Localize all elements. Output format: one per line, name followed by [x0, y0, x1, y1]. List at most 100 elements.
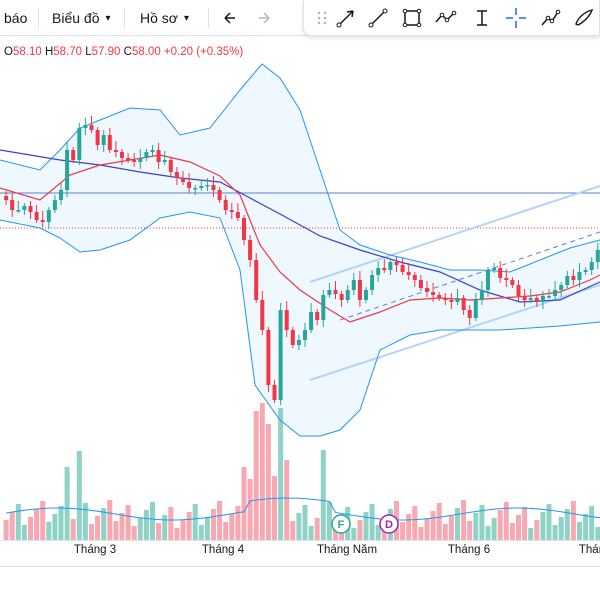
candlestick-series — [4, 116, 600, 405]
drag-handle-icon[interactable] — [308, 4, 336, 32]
volume-bar — [564, 509, 570, 540]
candle-body — [583, 270, 588, 272]
volume-bar — [479, 505, 485, 540]
candle-body — [455, 298, 460, 302]
volume-bar — [375, 525, 381, 540]
time-axis-label: Tháng 3 — [73, 544, 117, 556]
volume-bar — [278, 408, 284, 540]
candle-body — [577, 272, 582, 280]
moving-average-slow-line — [0, 149, 600, 303]
volume-bar — [577, 522, 582, 540]
candle-body — [418, 280, 423, 288]
volume-bar — [70, 519, 76, 540]
zigzag-icon[interactable] — [432, 4, 460, 32]
time-axis-label: Tháng 6 — [447, 544, 491, 556]
candle-body — [272, 385, 277, 400]
candle-body — [89, 125, 94, 130]
volume-bar — [113, 521, 119, 540]
brush-icon[interactable] — [570, 4, 598, 32]
candle-body — [101, 135, 106, 145]
candle-body — [95, 130, 100, 145]
volume-bar — [168, 507, 174, 540]
bottom-divider — [0, 566, 600, 567]
candle-body — [357, 280, 362, 300]
volume-bar — [52, 514, 58, 540]
high-value: 58.70 — [53, 46, 83, 58]
date-range-icon[interactable] — [468, 4, 496, 32]
volume-bar — [351, 528, 357, 540]
volume-bar — [455, 508, 460, 540]
volume-bar — [64, 467, 70, 540]
chevron-down-icon: ▾ — [105, 13, 111, 25]
candle-body — [388, 262, 393, 270]
candle-body — [309, 312, 314, 330]
volume-bar — [223, 522, 229, 540]
candle-body — [492, 268, 497, 270]
time-axis-label: Tháng Năm — [316, 544, 378, 556]
candle-body — [113, 150, 118, 152]
earnings-marker[interactable]: F — [331, 514, 351, 534]
candle-body — [132, 160, 137, 162]
volume-bar — [473, 513, 479, 540]
volume-bar — [82, 503, 88, 540]
candle-body — [16, 210, 21, 212]
candle-body — [150, 150, 155, 152]
candle-body — [4, 196, 9, 200]
undo-icon[interactable] — [216, 4, 244, 32]
candle-body — [595, 250, 600, 262]
candle-body — [571, 276, 576, 280]
profile-menu[interactable]: Hồ sơ ▾ — [140, 0, 189, 36]
candle-body — [120, 152, 124, 158]
candle-body — [425, 288, 429, 292]
bollinger-band-fill — [0, 64, 600, 436]
redo-icon[interactable] — [250, 4, 278, 32]
candle-body — [534, 298, 539, 302]
volume-bar — [58, 506, 64, 540]
candle-body — [223, 200, 228, 210]
profile-menu-label: Hồ sơ — [140, 10, 178, 26]
volume-bar — [558, 517, 564, 540]
volume-bar — [412, 506, 418, 540]
channel-mid-line[interactable] — [339, 231, 600, 321]
open-label: O — [4, 46, 13, 58]
volume-bar — [583, 514, 589, 540]
alert-label: báo — [4, 10, 28, 26]
candle-body — [559, 285, 564, 290]
volume-bar — [369, 504, 375, 540]
candle-body — [181, 178, 185, 182]
path-icon[interactable] — [536, 4, 564, 32]
candle-body — [345, 290, 350, 300]
candle-body — [174, 172, 179, 178]
volume-bar — [284, 460, 290, 540]
volume-bar — [516, 515, 521, 540]
channel-upper-line[interactable] — [309, 185, 600, 283]
volume-bar — [28, 517, 33, 540]
volume-bar — [436, 503, 442, 540]
volume-bar — [101, 508, 107, 540]
chart-menu[interactable]: Biểu đồ ▾ — [52, 0, 111, 36]
volume-bar — [320, 450, 326, 540]
rectangle-icon[interactable] — [398, 4, 426, 32]
candle-body — [510, 280, 515, 285]
change-value: +0.20 (+0.35%) — [163, 46, 244, 58]
volume-bar — [265, 424, 271, 540]
candle-body — [168, 160, 173, 172]
candle-body — [431, 292, 436, 295]
volume-bar — [217, 501, 223, 540]
volume-bar — [40, 501, 46, 540]
arrow-tool-icon[interactable] — [332, 4, 360, 32]
volume-bar — [467, 521, 473, 540]
candle-body — [473, 300, 478, 318]
crosshair-icon[interactable] — [502, 4, 530, 32]
volume-bar — [229, 514, 235, 540]
dividend-marker[interactable]: D — [379, 514, 399, 534]
trend-line-icon[interactable] — [364, 4, 392, 32]
volume-bar — [241, 467, 247, 540]
volume-bar — [290, 521, 296, 540]
alert-menu[interactable]: báo — [4, 0, 27, 36]
candle-body — [406, 272, 411, 275]
ohlc-legend: O58.10 H58.70 L57.90 C58.00 +0.20 (+0.35… — [4, 46, 243, 58]
candle-body — [254, 260, 259, 300]
price-chart[interactable]: F D — [0, 0, 600, 540]
volume-bar — [143, 510, 149, 540]
